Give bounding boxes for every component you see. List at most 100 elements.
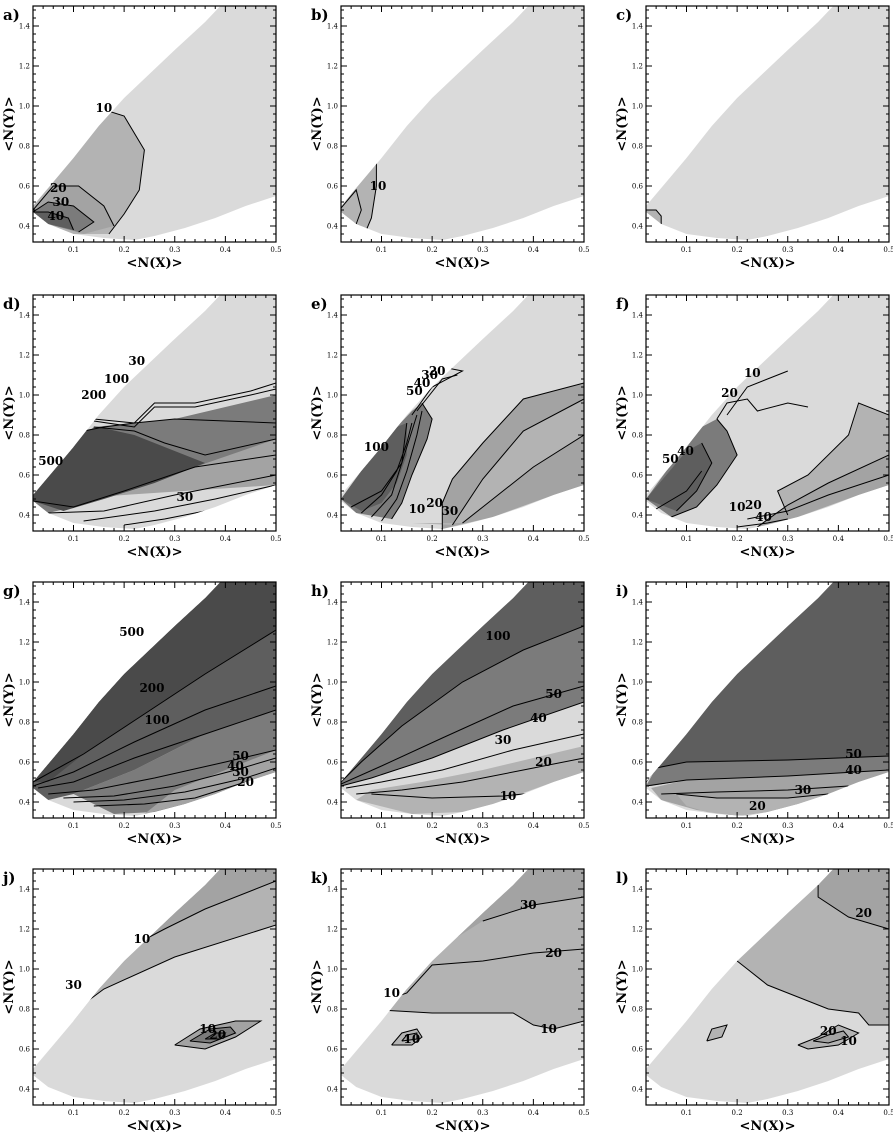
y-tick-label: 1.2 [632, 639, 643, 647]
y-tick-label: 0.8 [327, 143, 338, 151]
contour-line-4 [381, 410, 423, 522]
contour-line-4 [671, 418, 738, 518]
x-axis-label: <N(X)> [126, 545, 182, 560]
x-tick-label: 0.2 [427, 1109, 438, 1117]
panel-letter: i) [616, 582, 629, 600]
y-tick-label: 0.6 [632, 1046, 644, 1054]
x-axis-label: <N(X)> [434, 832, 490, 847]
contour-line-7 [716, 398, 809, 420]
contour-region-1 [757, 455, 889, 527]
contour-label: 10 [199, 1022, 216, 1036]
contour-line-8 [726, 370, 788, 416]
contour-label: 50 [845, 747, 862, 761]
contour-line-1 [757, 454, 889, 528]
contour-label: 20 [209, 1028, 226, 1042]
contour-label: 100 [104, 372, 129, 386]
x-tick-label: 0.3 [477, 246, 488, 254]
panel-e: 0.1 0.2 0.3 0.4 0.5 0.4 0.6 0.8 1.0 1.2 1.4 <N(X)> <… [310, 294, 590, 560]
y-tick-label: 1.4 [19, 886, 31, 894]
x-tick-label: 0.2 [427, 822, 438, 830]
y-tick-label: 1.4 [327, 886, 339, 894]
y-tick-label: 0.4 [327, 799, 339, 807]
contour-label: 20 [855, 906, 872, 920]
contour-lines [646, 209, 662, 224]
y-tick-label: 0.4 [632, 799, 644, 807]
y-tick-label: 0.4 [632, 223, 644, 231]
contour-line-0 [33, 629, 276, 783]
y-tick-label: 1.2 [327, 926, 338, 934]
x-tick-label: 0.5 [578, 246, 589, 254]
contour-label: 40 [755, 510, 772, 524]
x-axis-label: <N(X)> [126, 1119, 182, 1134]
y-tick-label: 1.2 [19, 63, 30, 71]
contour-label: 200 [81, 388, 106, 402]
x-axis-label: <N(X)> [434, 1119, 490, 1134]
panel-c: 0.1 0.2 0.3 0.4 0.5 0.4 0.6 0.8 1.0 1.2 1.4 <N(X)> <… [615, 5, 893, 271]
contour-line-2 [706, 1024, 728, 1042]
y-tick-label: 0.8 [19, 1006, 30, 1014]
contour-line-3 [93, 388, 276, 428]
contour-region-1 [149, 869, 276, 937]
contour-line-1 [93, 426, 276, 456]
y-axis-label: <N(Y)> [2, 96, 17, 151]
y-tick-label: 0.8 [327, 719, 338, 727]
contour-line-0 [441, 382, 584, 529]
axis-ticks [340, 6, 585, 242]
y-tick-label: 1.4 [327, 23, 339, 31]
contour-line-1 [33, 685, 276, 787]
contour-fills [646, 210, 662, 224]
contour-line-0 [776, 402, 889, 516]
domain-envelope [341, 6, 584, 240]
contour-label: 50 [662, 452, 679, 466]
contour-region-1 [457, 869, 584, 937]
contour-line-1 [451, 398, 584, 526]
axis-ticks [340, 582, 585, 818]
contour-region-2 [341, 626, 584, 786]
contour-line-3 [48, 749, 276, 795]
y-tick-label: 1.2 [327, 639, 338, 647]
y-tick-label: 0.4 [632, 512, 644, 520]
panel-g: 0.1 0.2 0.3 0.4 0.5 0.4 0.6 0.8 1.0 1.2 1.4 <N(X)> <… [2, 581, 282, 847]
contour-region-2 [33, 582, 276, 782]
y-tick-label: 1.0 [632, 679, 643, 687]
panel-d: 0.1 0.2 0.3 0.4 0.5 0.4 0.6 0.8 1.0 1.2 1.4 <N(X)> <… [2, 294, 282, 560]
contour-line-3 [391, 1028, 423, 1046]
y-tick-label: 0.8 [632, 719, 643, 727]
y-tick-label: 1.0 [327, 966, 338, 974]
x-tick-label: 0.5 [270, 246, 281, 254]
x-tick-label: 0.3 [782, 535, 793, 543]
x-tick-label: 0.5 [883, 822, 893, 830]
y-axis-label: <N(Y)> [310, 385, 325, 440]
x-tick-label: 0.5 [270, 1109, 281, 1117]
contour-region-3 [33, 212, 74, 230]
y-tick-label: 0.6 [19, 759, 31, 767]
contour-line-1 [149, 880, 276, 938]
contour-line-1 [341, 685, 584, 785]
axis-ticks [645, 582, 890, 818]
y-tick-label: 0.8 [327, 432, 338, 440]
x-tick-label: 0.3 [169, 822, 180, 830]
contour-label: 20 [545, 946, 562, 960]
y-axis-label: <N(Y)> [615, 96, 630, 151]
contour-line-3 [676, 793, 829, 799]
contour-label: 30 [421, 368, 438, 382]
y-tick-label: 1.4 [632, 312, 644, 320]
contour-label: 40 [227, 759, 244, 773]
contour-region-3 [341, 423, 407, 511]
y-tick-label: 1.4 [632, 599, 644, 607]
contour-label: 40 [47, 209, 64, 223]
x-axis-label: <N(X)> [739, 256, 795, 271]
contour-line-7 [350, 422, 408, 508]
x-tick-label: 0.2 [732, 246, 743, 254]
contour-line-3 [33, 211, 74, 231]
contour-label: 30 [128, 354, 145, 368]
panel-letter: b) [311, 6, 329, 24]
contour-line-7 [48, 474, 276, 514]
panel-letter: g) [3, 582, 21, 600]
y-tick-label: 0.8 [632, 432, 643, 440]
contour-line-8 [83, 484, 276, 522]
x-tick-label: 0.3 [169, 246, 180, 254]
contour-label: 10 [96, 101, 113, 115]
x-tick-label: 0.4 [528, 1109, 540, 1117]
